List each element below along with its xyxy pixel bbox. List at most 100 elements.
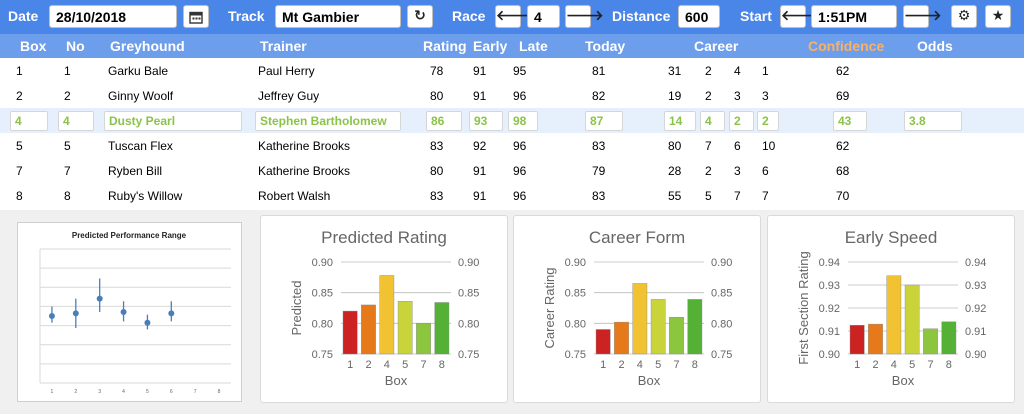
x-tick-label: 4 [891,359,897,371]
table-row[interactable]: 8 8 Ruby's Willow Robert Walsh 83 91 96 83 55 5 7 7… [0,183,1024,208]
cell-c1: 31 [668,64,682,78]
start-field[interactable]: 1:51PM [811,5,897,28]
gear-icon: ⚙ [957,8,971,24]
col-career[interactable]: Career [694,38,739,54]
col-greyhound[interactable]: Greyhound [110,38,185,54]
cell-greyhound: Dusty Pearl [104,111,242,131]
cell-box: 1 [16,64,23,78]
cell-late: 96 [513,164,527,178]
x-tick-label: 5 [655,359,661,371]
race-prev-button[interactable]: 🡐 [495,5,534,28]
x-tick-label: 7 [927,359,933,371]
table-row[interactable]: 1 1 Garku Bale Paul Herry 78 91 95 81 31 2 4 1 62 [0,58,1024,83]
cell-c1: 19 [668,89,682,103]
distance-field[interactable]: 600 [678,5,720,28]
cell-early: 91 [473,164,487,178]
y-tick-label: 0.85 [312,288,333,300]
y2-tick-label: 0.92 [965,303,986,315]
data-point [72,310,79,317]
cell-box: 2 [16,89,23,103]
data-point [168,310,175,317]
cell-c4: 7 [762,189,769,203]
cell-greyhound: Garku Bale [108,64,169,78]
cell-box: 5 [16,139,23,153]
x-tick-label: 8 [692,359,698,371]
cell-c4: 6 [762,164,769,178]
y-tick-label: 0.90 [565,257,586,269]
table-row[interactable]: 2 2 Ginny Woolf Jeffrey Guy 80 91 96 82 19 2 3 3 69 [0,83,1024,108]
bar [923,328,938,355]
track-field[interactable]: Mt Gambier [275,5,401,28]
table-row[interactable]: 5 5 Tuscan Flex Katherine Brooks 83 92 96 83 80 7… [0,133,1024,158]
bar [361,304,376,355]
x-tick-label: 1 [51,389,54,395]
cell-c3: 3 [734,89,741,103]
cell-early: 91 [473,89,487,103]
col-odds[interactable]: Odds [917,38,953,54]
cell-today: 87 [585,111,623,131]
calendar-button[interactable] [183,5,209,28]
cell-rating: 80 [430,89,444,103]
cell-c4: 3 [762,89,769,103]
x-tick-label: 6 [170,389,173,395]
cell-trainer: Paul Herry [258,64,315,78]
refresh-button[interactable]: ↻ [407,5,433,28]
col-no[interactable]: No [66,38,85,54]
race-field[interactable]: 4 [527,5,560,28]
cell-rating: 78 [430,64,444,78]
chart-title: Early Speed [845,228,938,247]
col-early[interactable]: Early [473,38,508,54]
cell-c1: 80 [668,139,682,153]
col-late[interactable]: Late [519,38,548,54]
col-box[interactable]: Box [20,38,47,54]
date-field[interactable]: 28/10/2018 [49,5,177,28]
y-tick-label: 0.80 [565,318,586,330]
cell-trainer: Robert Walsh [258,189,331,203]
x-tick-label: 5 [146,389,149,395]
race-next-button[interactable]: 🡒 [565,5,604,28]
start-prev-button[interactable]: 🡐 [780,5,819,28]
x-tick-label: 7 [673,359,679,371]
bar [379,275,395,355]
bar [941,321,957,355]
cell-c2: 4 [700,111,725,131]
arrow-left-icon: 🡐 [781,8,819,24]
col-confidence[interactable]: Confidence [808,38,885,54]
bar [849,325,865,355]
arrow-right-icon: 🡒 [904,8,942,24]
cell-c3: 7 [734,189,741,203]
cell-greyhound: Ginny Woolf [108,89,174,103]
cell-early: 91 [473,64,487,78]
y2-tick-label: 0.75 [458,349,479,361]
table-row[interactable]: 7 7 Ryben Bill Katherine Brooks 80 91 96 79 28 2 3… [0,158,1024,183]
bar [632,283,648,355]
data-point [96,295,103,302]
col-trainer[interactable]: Trainer [260,38,307,54]
bar [397,301,413,355]
y-axis-label: Career Rating [542,268,557,349]
cell-no: 2 [64,89,71,103]
performance-range-chart: Predicted Performance Range 1 2 3 4 5 6 7 8 [17,222,242,402]
favourite-button[interactable]: ★ [985,5,1011,28]
table-row[interactable]: 4 4 Dusty Pearl Stephen Bartholomew 86 93 98 87… [0,108,1024,133]
col-rating[interactable]: Rating [423,38,467,54]
y-tick-label: 0.90 [312,257,333,269]
chart-title: Predicted Performance Range [72,231,187,240]
settings-button[interactable]: ⚙ [951,5,977,28]
track-label: Track [228,8,265,24]
cell-confidence: 70 [836,189,850,203]
x-tick-label: 4 [637,359,643,371]
cell-c2: 2 [705,89,712,103]
x-tick-label: 8 [218,389,221,395]
start-next-button[interactable]: 🡒 [903,5,942,28]
y-tick-label: 0.85 [565,288,586,300]
cell-greyhound: Tuscan Flex [108,139,173,153]
early-speed-svg: Early Speed 0.90 0.90 0.91 0.91 0.92 0.92 0.93 0… [796,228,986,388]
career-form-svg: Career Form 0.75 0.75 0.80 0.80 0.85 0.85 0.90 0… [542,228,732,388]
cell-greyhound: Ryben Bill [108,164,163,178]
x-tick-label: 8 [946,359,952,371]
cell-no: 1 [64,64,71,78]
data-point [120,308,127,315]
bar [342,310,358,355]
col-today[interactable]: Today [585,38,626,54]
